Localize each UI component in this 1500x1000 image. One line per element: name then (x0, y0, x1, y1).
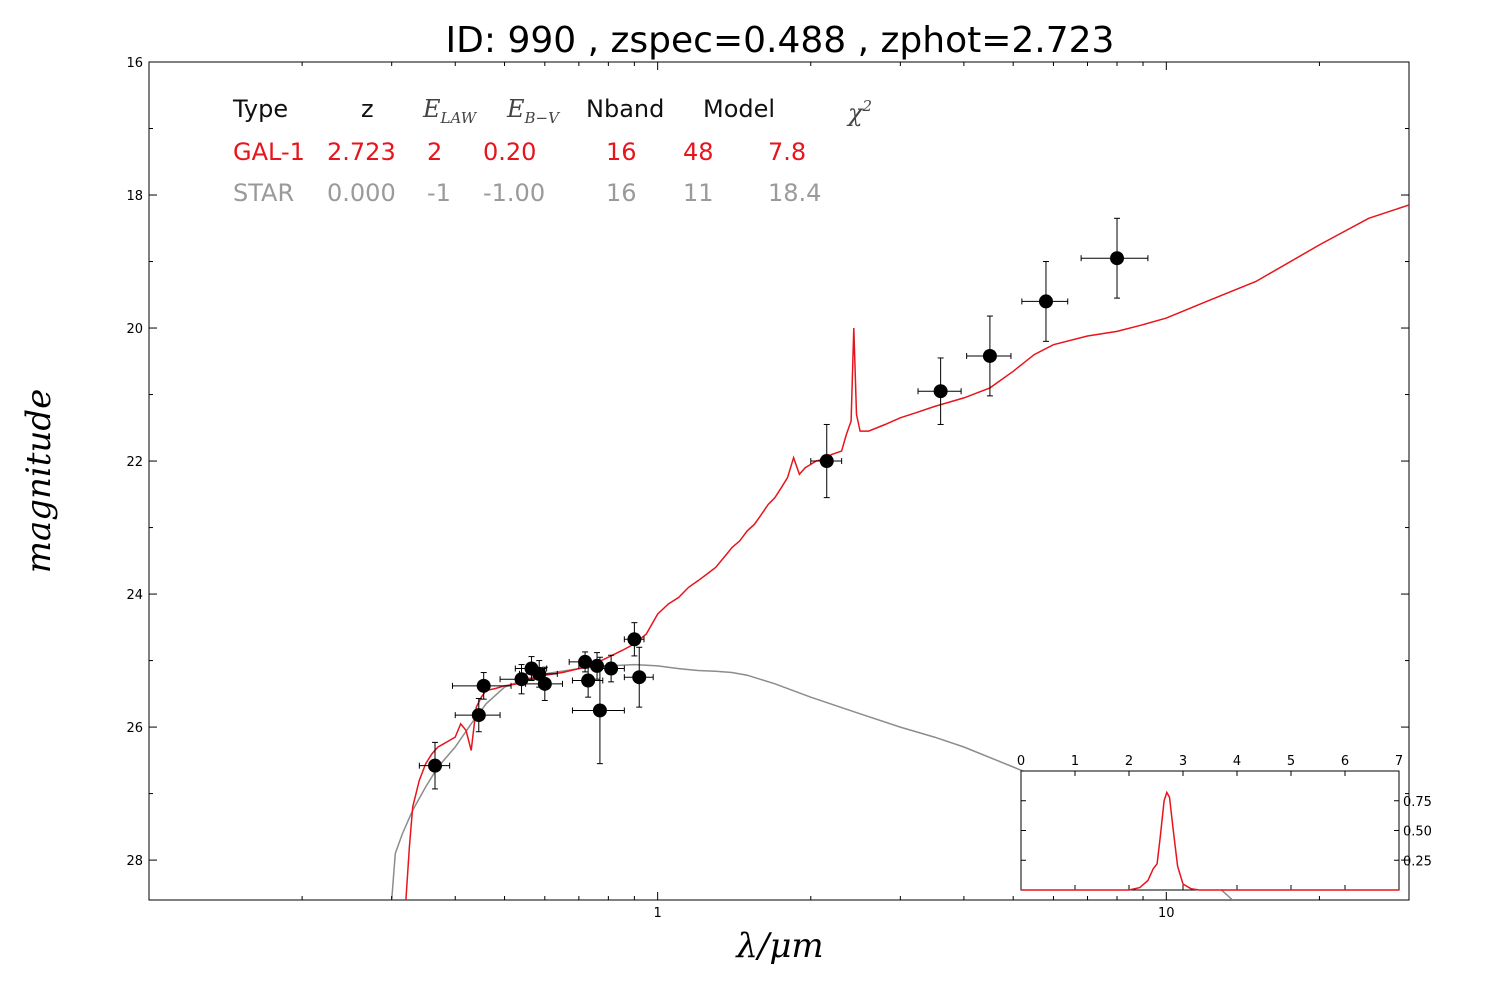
data-marker (1038, 294, 1053, 309)
table-cell: 0.000 (327, 179, 396, 207)
data-marker (933, 384, 948, 399)
data-point (917, 357, 962, 425)
y-tick-label: 24 (126, 588, 143, 603)
inset-frame (1020, 770, 1400, 891)
data-point (623, 622, 645, 657)
y-tick-label: 22 (126, 455, 143, 470)
data-marker (592, 703, 607, 718)
inset-x-tick-label: 5 (1287, 754, 1295, 769)
chart-title: ID: 990 , zspec=0.488 , zphot=2.723 (446, 20, 1115, 61)
y-tick-label: 16 (126, 56, 143, 71)
data-marker (1110, 251, 1125, 266)
y-tick-label: 20 (126, 322, 143, 337)
data-point (418, 741, 451, 790)
inset-x-tick-label: 7 (1395, 754, 1403, 769)
data-marker (982, 348, 997, 363)
fit-table: Type z ELAW EB−V Nband Model χ2 GAL-1 2.7… (232, 95, 872, 207)
data-marker (428, 758, 443, 773)
data-marker (627, 632, 642, 647)
table-cell: 16 (606, 138, 637, 166)
x-tick-label: 1 (654, 906, 662, 921)
table-header-nband: Nband (586, 95, 664, 123)
inset-x-tick-label: 3 (1179, 754, 1187, 769)
data-marker (537, 676, 552, 691)
data-point (525, 666, 563, 701)
data-point (623, 646, 654, 708)
table-cell: 2 (427, 138, 442, 166)
table-cell: 2.723 (327, 138, 396, 166)
table-header-ebv: EB−V (506, 95, 561, 127)
data-marker (632, 670, 647, 685)
y-axis-label: magnitude (19, 389, 59, 574)
table-cell: 0.20 (483, 138, 536, 166)
table-cell: -1 (427, 179, 451, 207)
plot-frame (148, 61, 1410, 901)
table-header-type: Type (232, 95, 288, 123)
inset-y-tick-label: 0.50 (1403, 825, 1432, 840)
y-tick-label: 18 (126, 189, 143, 204)
inset-x-tick-label: 2 (1125, 754, 1133, 769)
inset-x-tick-label: 0 (1017, 754, 1025, 769)
x-tick-label: 10 (1158, 906, 1175, 921)
data-point (810, 423, 843, 499)
table-header-z: z (361, 95, 374, 123)
data-marker (471, 708, 486, 723)
y-tick-label: 26 (126, 721, 143, 736)
inset-x-tick-label: 6 (1341, 754, 1349, 769)
data-point (451, 672, 512, 700)
x-axis-label: λ/μm (734, 926, 823, 966)
inset-x-tick-label: 4 (1233, 754, 1241, 769)
inset-x-tick-label: 1 (1071, 754, 1079, 769)
data-point (571, 663, 604, 698)
data-point (499, 664, 542, 695)
data-marker (819, 454, 834, 469)
table-cell: 18.4 (768, 179, 821, 207)
table-cell: 7.8 (768, 138, 806, 166)
data-point (966, 315, 1012, 397)
data-point (596, 654, 625, 683)
data-marker (581, 673, 596, 688)
table-cell: 16 (606, 179, 637, 207)
inset-y-tick-label: 0.75 (1403, 795, 1432, 810)
data-point (1021, 261, 1069, 342)
table-header-model: Model (703, 95, 775, 123)
table-header-elaw: ELAW (422, 95, 478, 127)
inset-y-tick-label: 0.25 (1403, 854, 1432, 869)
y-tick-label: 28 (126, 854, 143, 869)
table-header-chi2: χ2 (846, 97, 872, 127)
photo-z-pdf-inset: 0 1 2 3 4 5 6 7 0.25 0.50 0.75 (1017, 754, 1432, 891)
data-marker (578, 654, 593, 669)
data-point (571, 656, 625, 765)
inset-pdf-line (1021, 790, 1399, 891)
data-marker (476, 678, 491, 693)
table-cell: 11 (683, 179, 714, 207)
series-line-galaxy (405, 204, 1409, 900)
table-cell: GAL-1 (233, 138, 305, 166)
table-cell: -1.00 (483, 179, 545, 207)
data-point (1080, 217, 1149, 299)
table-cell: 48 (683, 138, 714, 166)
photometry-points (418, 217, 1149, 790)
data-marker (604, 661, 619, 676)
table-cell: STAR (233, 179, 294, 207)
data-point (454, 697, 501, 733)
data-marker (514, 672, 529, 687)
